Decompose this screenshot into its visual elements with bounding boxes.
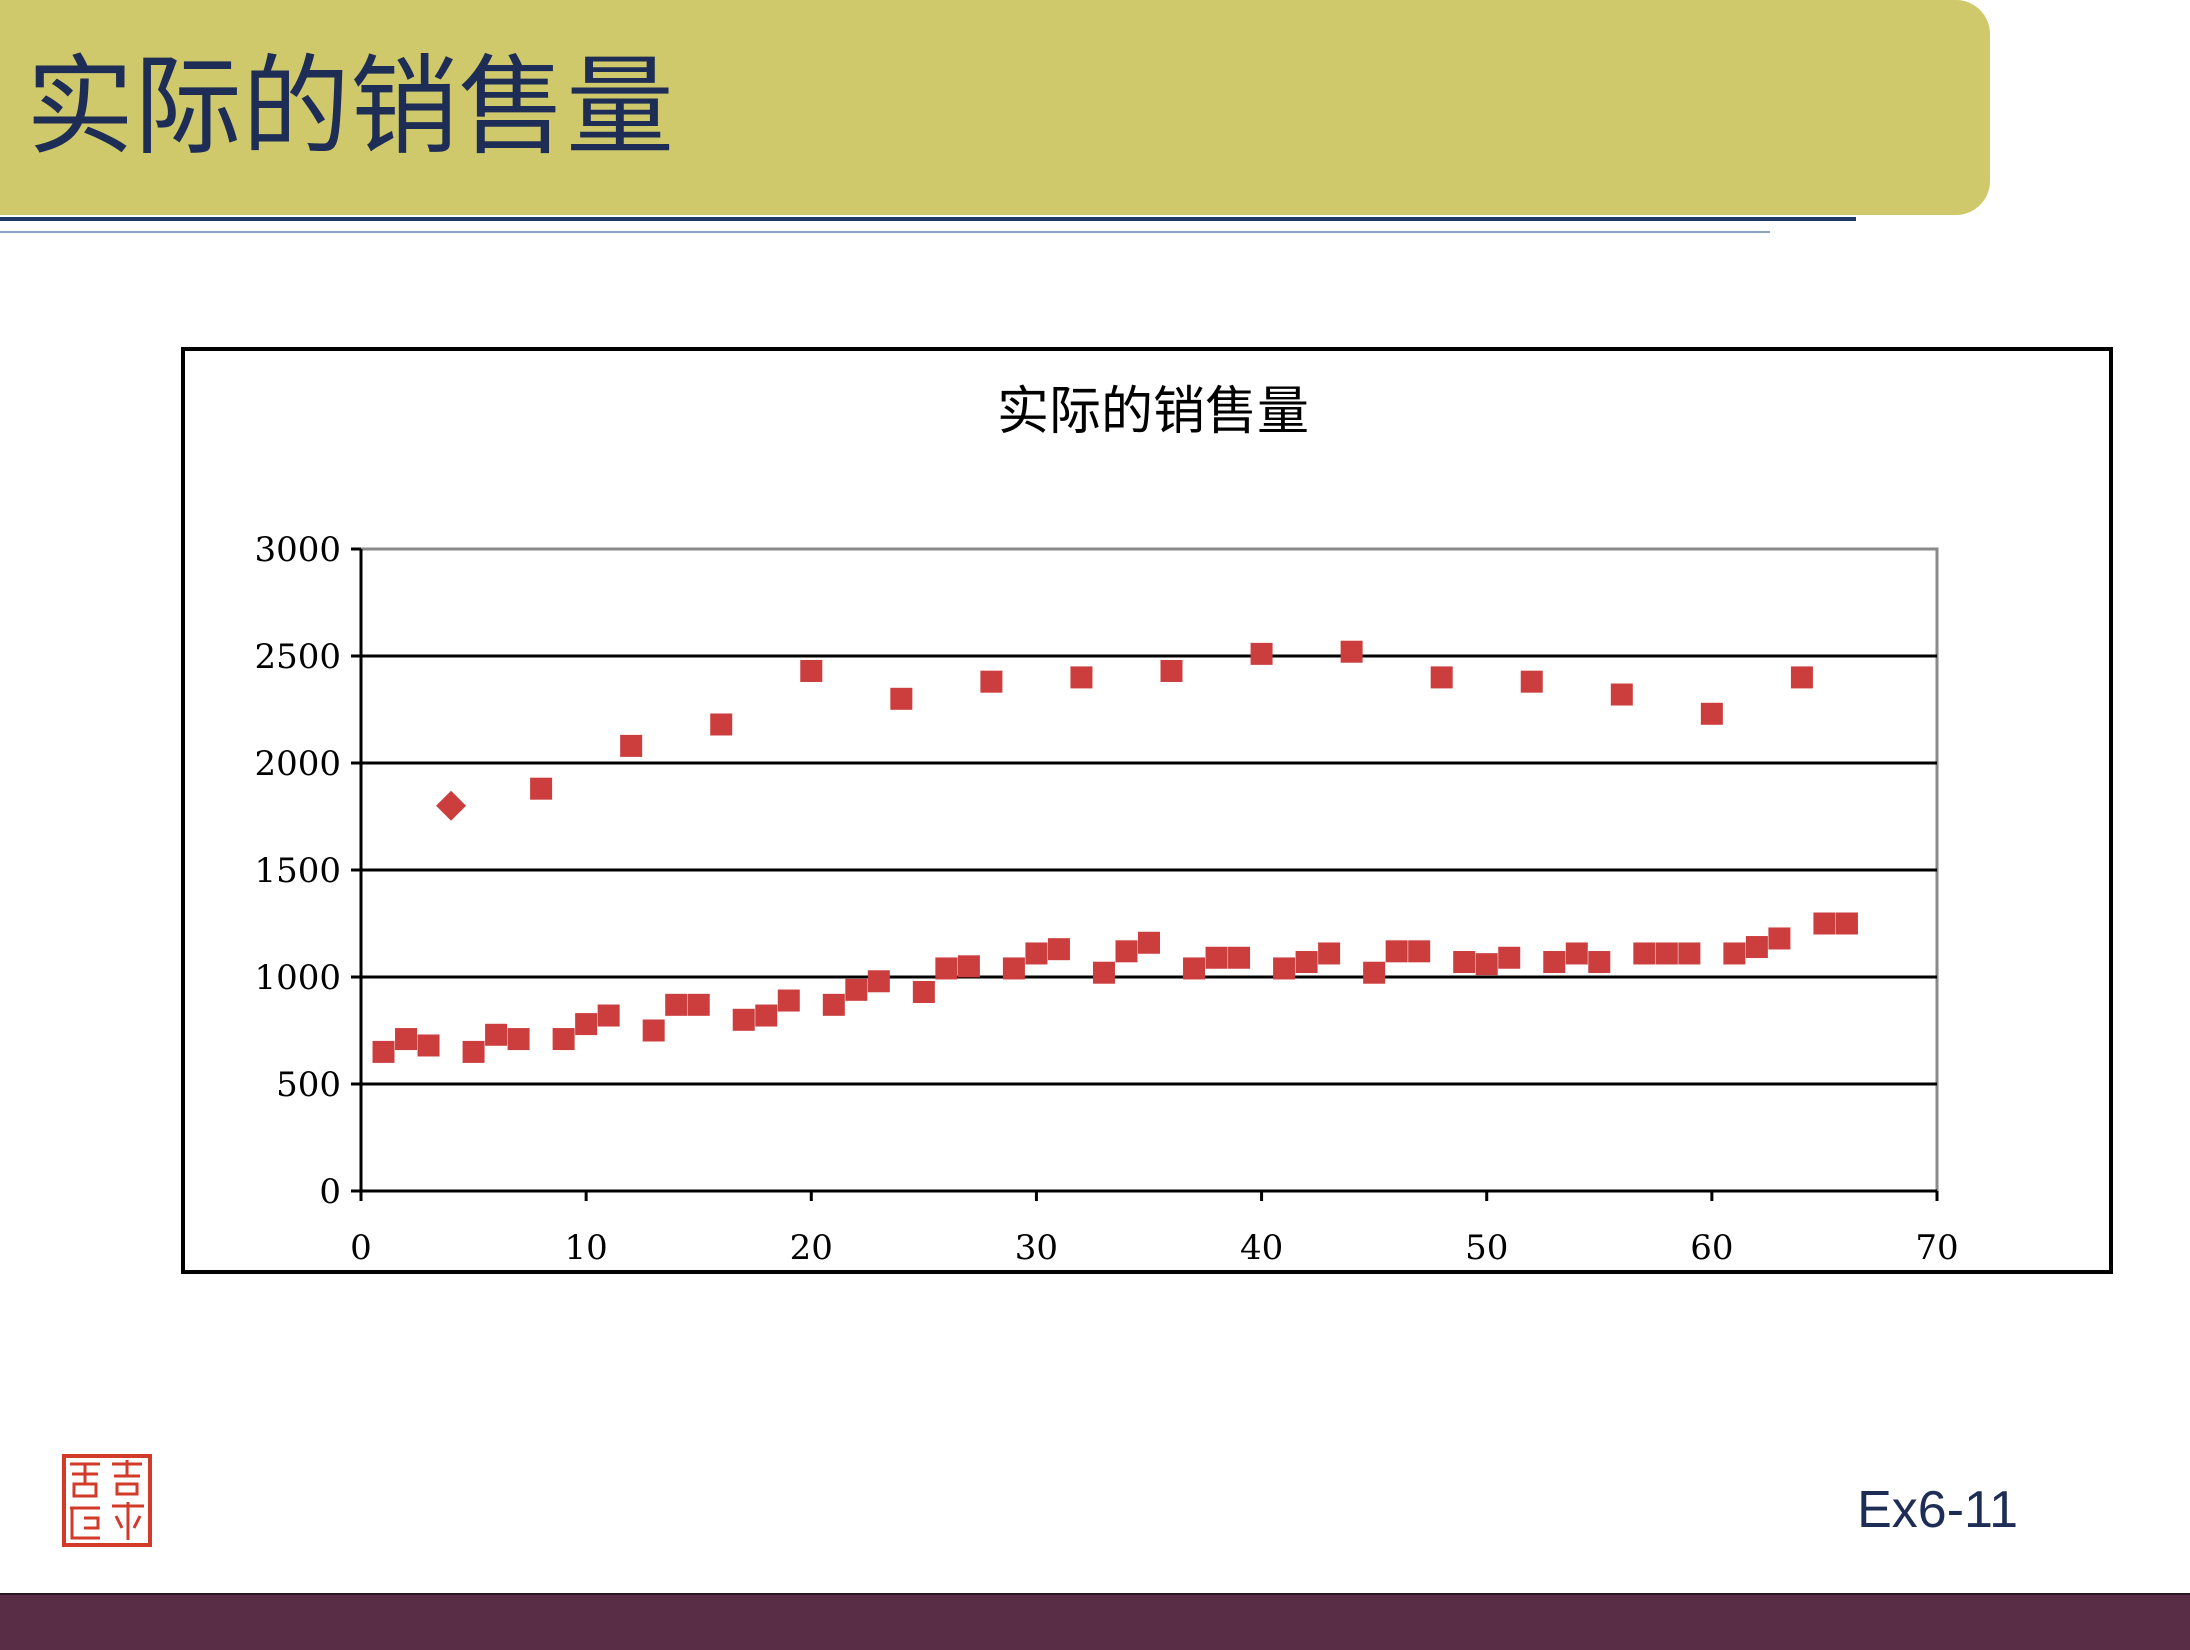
data-point — [575, 1013, 598, 1036]
y-tick-label: 3000 — [254, 530, 341, 570]
data-point — [642, 1019, 665, 1042]
data-point — [912, 980, 935, 1003]
x-tick-label: 20 — [790, 1228, 833, 1268]
data-point — [1588, 951, 1611, 974]
data-point — [1160, 659, 1183, 682]
x-tick-label: 50 — [1465, 1228, 1508, 1268]
data-point — [867, 970, 890, 993]
slide-title: 实际的销售量 — [26, 45, 675, 170]
data-point — [957, 955, 980, 978]
data-point — [1273, 957, 1296, 980]
data-point — [890, 687, 913, 710]
red-seal-stamp-icon — [62, 1454, 152, 1547]
data-point — [462, 1040, 485, 1063]
data-point — [800, 659, 823, 682]
data-point — [1385, 940, 1408, 963]
y-tick-label: 2500 — [254, 637, 341, 677]
data-point — [755, 1004, 778, 1027]
data-point — [1205, 946, 1228, 969]
data-point — [620, 734, 643, 757]
x-tick-label: 70 — [1915, 1228, 1958, 1268]
data-point — [1790, 666, 1813, 689]
data-point — [1520, 670, 1543, 693]
data-point — [1340, 640, 1363, 663]
data-point — [395, 1028, 418, 1051]
data-point — [1610, 683, 1633, 706]
y-tick-label: 0 — [319, 1172, 341, 1212]
data-point — [1138, 931, 1160, 954]
data-point — [1408, 940, 1431, 963]
data-point — [1250, 642, 1273, 665]
title-bar — [0, 0, 1990, 215]
y-tick-label: 2000 — [254, 744, 341, 784]
data-point — [1070, 666, 1093, 689]
data-point — [1565, 942, 1588, 965]
data-point — [597, 1004, 620, 1027]
x-tick-label: 40 — [1240, 1228, 1283, 1268]
data-point — [935, 957, 958, 980]
data-point — [822, 993, 845, 1016]
data-point — [710, 713, 733, 736]
data-point — [1678, 942, 1701, 965]
data-point — [980, 670, 1003, 693]
slide-number: Ex6-11 — [1857, 1481, 2018, 1539]
data-point — [1655, 942, 1678, 965]
data-point — [1025, 942, 1048, 965]
data-point — [1835, 912, 1858, 935]
data-point — [530, 777, 553, 800]
scatter-chart: 实际的销售量 0 500 1000 1500 2000 2500 3000 0 10 20 30 40 5… — [254, 382, 1958, 1268]
data-point-diamond — [436, 790, 467, 821]
data-point — [1633, 942, 1656, 965]
data-point — [372, 1040, 395, 1063]
x-tick-label: 60 — [1690, 1228, 1733, 1268]
x-tick-label: 0 — [350, 1228, 372, 1268]
x-tick-label: 10 — [565, 1228, 608, 1268]
data-point — [1002, 957, 1025, 980]
data-point — [1700, 702, 1723, 725]
data-point — [777, 989, 800, 1012]
chart-title: 实际的销售量 — [997, 382, 1309, 442]
data-point — [1115, 940, 1138, 963]
data-point — [1768, 927, 1791, 950]
chart-frame: 实际的销售量 0 500 1000 1500 2000 2500 3000 0 10 20 30 40 5… — [181, 347, 2113, 1274]
footer-bar — [0, 1593, 2190, 1650]
data-point — [507, 1028, 530, 1051]
data-point — [1723, 942, 1746, 965]
data-point — [1183, 957, 1206, 980]
data-point — [1498, 946, 1521, 969]
data-point — [1745, 936, 1768, 959]
data-point — [1453, 951, 1476, 974]
data-point — [417, 1034, 440, 1057]
data-point — [1363, 961, 1386, 984]
data-point — [1318, 942, 1341, 965]
data-point — [1047, 938, 1070, 961]
data-point — [1475, 953, 1498, 976]
y-tick-label: 1000 — [254, 958, 341, 998]
data-point — [665, 993, 688, 1016]
data-point — [485, 1023, 508, 1046]
data-point — [732, 1008, 755, 1031]
data-point — [687, 993, 710, 1016]
y-tick-label: 500 — [276, 1065, 341, 1105]
data-point — [1543, 951, 1566, 974]
data-point — [1430, 666, 1453, 689]
data-point — [1295, 951, 1318, 974]
title-underline-thick — [0, 217, 1856, 221]
data-point — [552, 1028, 575, 1051]
data-point — [1813, 912, 1836, 935]
data-point — [845, 978, 868, 1001]
data-point — [1228, 946, 1251, 969]
data-point — [1092, 961, 1115, 984]
title-underline-thin — [0, 231, 1770, 233]
y-tick-label: 1500 — [254, 851, 341, 891]
x-tick-label: 30 — [1015, 1228, 1058, 1268]
